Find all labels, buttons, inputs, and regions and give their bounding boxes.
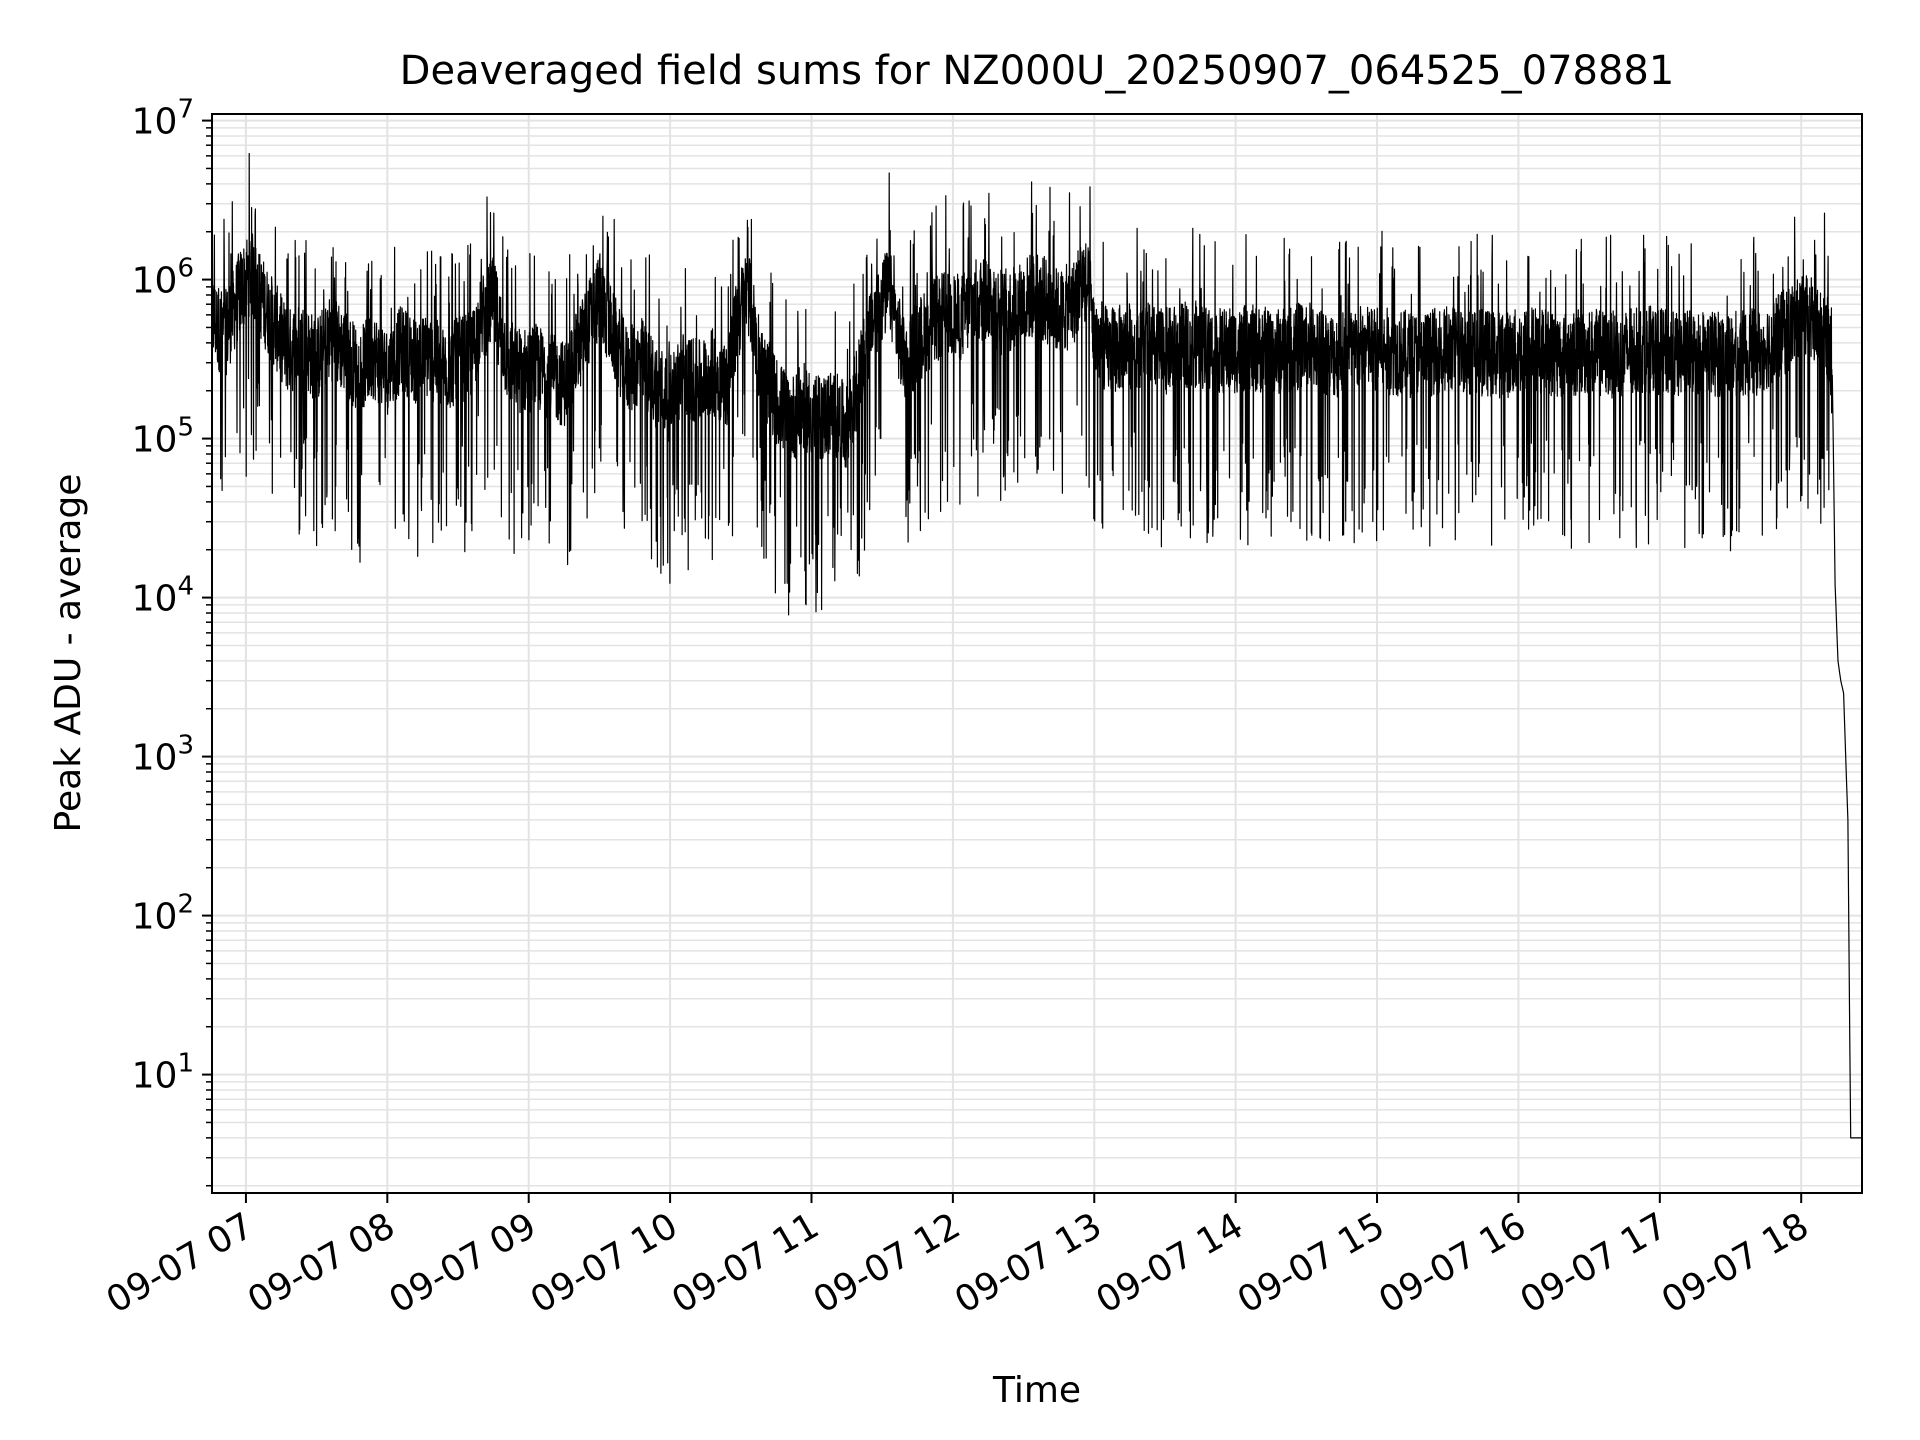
y-axis-label: Peak ADU - average — [48, 474, 89, 833]
y-tick-label-base: 10 — [132, 738, 178, 779]
series-layer — [211, 152, 1862, 1139]
y-tick-label: 102 — [132, 890, 194, 938]
y-tick-label: 104 — [132, 572, 194, 620]
y-tick-label-exponent: 2 — [177, 890, 194, 920]
x-axis-label: Time — [992, 1370, 1081, 1411]
y-tick-label-exponent: 3 — [177, 731, 194, 761]
y-tick-label-base: 10 — [132, 1056, 178, 1097]
y-tick-label-base: 10 — [132, 579, 178, 620]
series-line — [211, 152, 1862, 1139]
y-tick-label: 106 — [132, 254, 194, 302]
y-tick-label: 105 — [132, 413, 194, 461]
y-tick-label-exponent: 4 — [177, 572, 194, 602]
y-tick-label-base: 10 — [132, 897, 178, 938]
y-tick-label-exponent: 7 — [177, 95, 194, 125]
y-tick-label-exponent: 5 — [177, 413, 194, 443]
y-tick-label-base: 10 — [132, 102, 178, 143]
y-tick-label: 101 — [132, 1049, 194, 1097]
y-tick-label-exponent: 6 — [177, 254, 194, 284]
y-tick-label: 103 — [132, 731, 194, 779]
grid — [212, 114, 1862, 1193]
y-tick-label-base: 10 — [132, 420, 178, 461]
y-tick-label-exponent: 1 — [177, 1049, 194, 1079]
plot-area-frame — [211, 113, 1863, 1194]
y-tick-label: 107 — [132, 95, 194, 143]
chart-title: Deaveraged field sums for NZ000U_2025090… — [400, 48, 1675, 94]
y-tick-label-base: 10 — [132, 261, 178, 302]
